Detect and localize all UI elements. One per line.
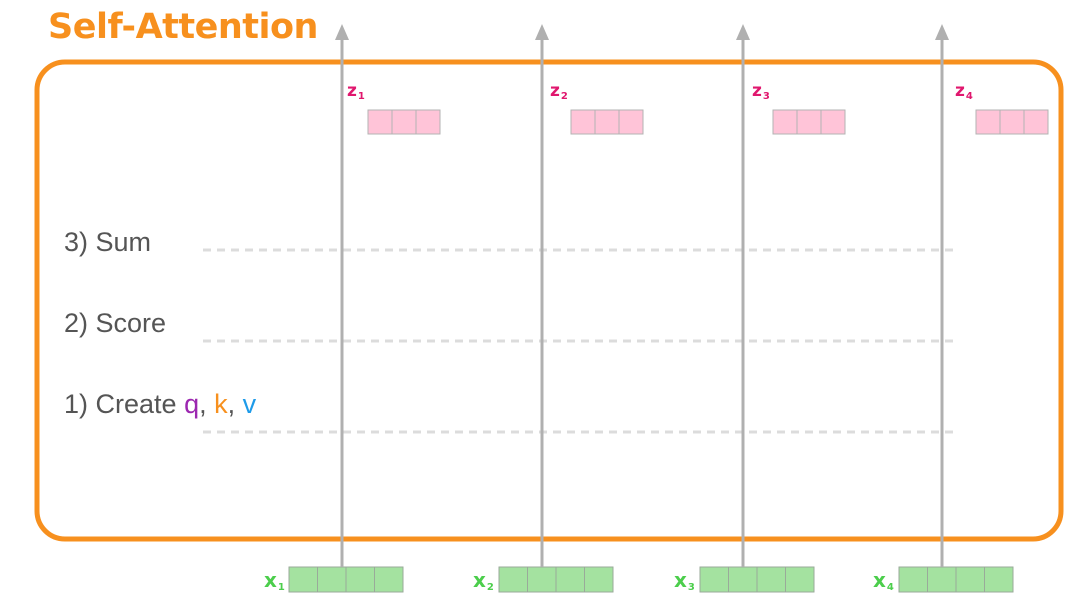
output-vector-z2 (570, 109, 644, 135)
output-vector-z4 (975, 109, 1049, 135)
value-letter: v (242, 389, 257, 419)
output-label-z2: z2 (550, 81, 568, 102)
step-label-create-prefix: 1) Create (64, 389, 185, 419)
create-comma-1: , (199, 389, 215, 419)
key-letter: k (214, 389, 228, 419)
step-label-create: 1) Create q, k, v (64, 391, 256, 418)
step-label-score: 2) Score (64, 308, 167, 338)
input-vector-x2 (498, 566, 614, 593)
flow-arrow-4 (935, 24, 949, 567)
input-vector-x4 (898, 566, 1014, 593)
flow-arrow-1 (335, 24, 349, 567)
diagram-title: Self-Attention (48, 7, 318, 47)
input-label-x4: x4 (873, 568, 894, 593)
input-vector-x1 (288, 566, 404, 593)
output-label-z4: z4 (955, 81, 973, 102)
input-vector-x3 (699, 566, 815, 593)
output-vector-z3 (772, 109, 846, 135)
output-label-z1: z1 (347, 81, 365, 102)
step-label-sum: 3) Sum (64, 227, 152, 257)
input-label-x1: x1 (264, 568, 285, 593)
input-label-x3: x3 (674, 568, 695, 593)
query-letter: q (184, 389, 200, 419)
flow-arrow-2 (535, 24, 549, 567)
flow-arrow-3 (736, 24, 750, 567)
input-label-x2: x2 (473, 568, 494, 593)
output-vector-z1 (367, 109, 441, 135)
output-label-z3: z3 (752, 81, 770, 102)
self-attention-frame (34, 59, 1064, 542)
create-comma-2: , (227, 389, 243, 419)
